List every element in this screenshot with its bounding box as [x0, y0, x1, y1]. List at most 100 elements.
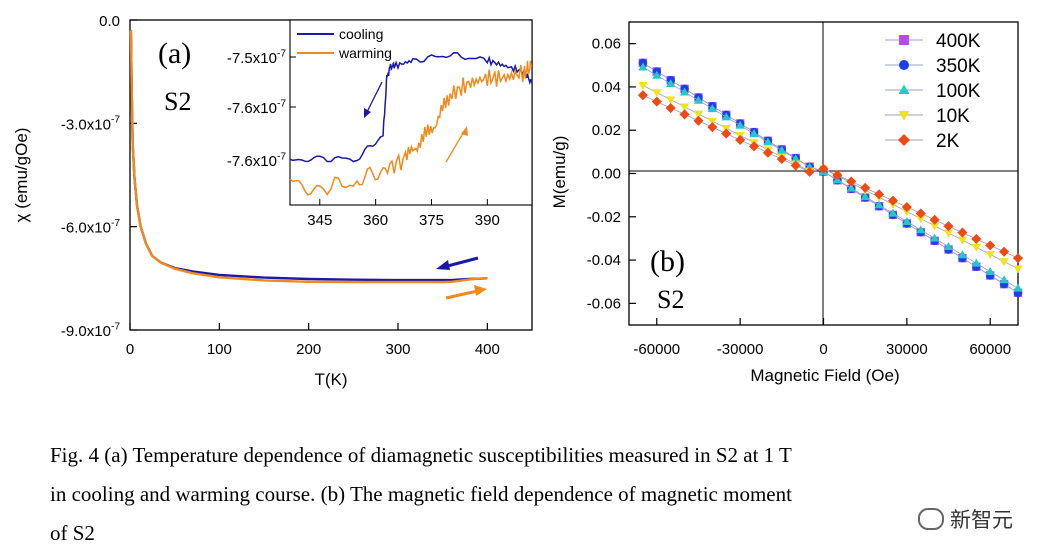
panel-b-xtick-label: 60000 — [969, 341, 1011, 358]
watermark: 新智元 — [918, 504, 1013, 534]
series-100K-point — [1013, 283, 1023, 292]
panel-b-ytick-label: 0.02 — [592, 122, 621, 139]
inset-cooling-arrowhead — [364, 108, 371, 118]
series-100K-point — [763, 137, 773, 146]
panel-b-ytick-label: -0.04 — [587, 252, 621, 269]
series-2K-point — [679, 109, 690, 120]
panel-b-xtick-label: 0 — [819, 341, 827, 358]
series-2K-point — [832, 170, 843, 181]
panel-b: -60000 -30000 0 30000 60000 0.06 0.04 0.02 0.00 -… — [550, 21, 1024, 385]
panel-a-xtick-label: 100 — [207, 341, 232, 358]
series-100K-point — [930, 233, 940, 242]
panel-a-xtick-label: 200 — [296, 341, 321, 358]
series-10K-point — [971, 243, 981, 252]
series-10K-point — [902, 208, 912, 217]
inset-curves — [289, 51, 533, 196]
series-10K-point — [679, 103, 690, 112]
series-100K-point — [735, 120, 745, 129]
inset-xtick-label: 375 — [419, 212, 444, 229]
series-2K-point — [887, 195, 899, 206]
series-10K-point — [652, 89, 662, 98]
inset-frame — [289, 19, 533, 206]
cooling-arrowhead — [436, 260, 450, 270]
legend-swatch-400K — [899, 35, 909, 45]
series-2K-point — [860, 182, 871, 193]
legend-swatch-10K — [898, 111, 910, 121]
series-100K-point — [971, 258, 981, 267]
series-10K-point — [930, 222, 940, 231]
panel-b-sample-label: S2 — [657, 285, 684, 314]
legend-swatch-350K — [899, 60, 909, 70]
panel-a-ytick-label: -3.0x10-7 — [61, 115, 120, 134]
panel-b-legend: 400K 350K 100K 10K 2K — [885, 31, 981, 152]
legend-label-10K: 10K — [936, 106, 970, 127]
panel-b-xtick-label: -30000 — [717, 341, 764, 358]
panel-a-sample-label: S2 — [164, 87, 191, 116]
series-2K-point — [999, 246, 1010, 257]
series-100K-point — [860, 191, 870, 200]
series-100K-point — [707, 104, 717, 113]
series-10K-point — [693, 110, 704, 119]
series-2K-point — [901, 202, 912, 213]
series-2K-point — [665, 102, 676, 114]
warming-arrowhead — [474, 285, 487, 296]
series-10K-point — [916, 215, 926, 224]
panel-a: 0 100 200 300 400 0.0 -3.0x10-7 -6.0x10-7 -9.0x1… — [12, 13, 533, 389]
series-2K-point — [776, 154, 787, 165]
series-2K-line — [642, 94, 1019, 259]
series-2K-point — [846, 176, 857, 187]
panel-b-ytick-label: 0.04 — [592, 79, 621, 96]
panel-a-curves — [129, 30, 488, 284]
series-2K-point — [637, 90, 648, 101]
inset-ytick-label: -7.6x10-7 — [227, 151, 286, 170]
legend-label-350K: 350K — [936, 56, 981, 77]
series-100K-point — [999, 275, 1009, 284]
inset-ticks: 345 360 375 390 -7.5x10-7 -7.6x10-7 -7.6x10-7 — [227, 48, 500, 229]
inset-series-warming-line — [289, 60, 533, 196]
inset-legend: cooling warming — [297, 26, 392, 61]
panel-b-ylabel: M(emu/g) — [550, 136, 569, 209]
series-2K-point — [721, 128, 732, 139]
series-2K-point — [748, 141, 760, 152]
series-2K-point — [971, 233, 982, 245]
inset-xtick-label: 345 — [307, 212, 332, 229]
series-100K-point — [652, 70, 662, 79]
series-10K-point — [707, 117, 717, 126]
series-100K-point — [916, 225, 926, 234]
panel-a-label: (a) — [158, 37, 191, 70]
inset-xtick-label: 360 — [363, 212, 388, 229]
panel-b-xlabel: Magnetic Field (Oe) — [750, 366, 899, 385]
series-warming-line — [129, 30, 488, 284]
legend-label-2K: 2K — [936, 131, 960, 152]
legend-swatch-100K — [898, 84, 910, 94]
panel-a-ytick-label: -6.0x10-7 — [61, 218, 120, 237]
panel-a-xtick-label: 0 — [126, 341, 134, 358]
series-100K-line — [642, 66, 1019, 289]
inset-warming-arrow — [445, 129, 466, 163]
series-2K-point — [735, 134, 746, 145]
panel-b-label: (b) — [650, 245, 685, 278]
series-2K-point — [985, 240, 996, 251]
series-2K-point — [762, 147, 773, 158]
panel-b-xtick-label: 30000 — [886, 341, 928, 358]
panel-b-ytick-label: -0.06 — [587, 295, 621, 312]
panel-a-xtick-label: 400 — [475, 341, 500, 358]
series-100K-point — [721, 112, 731, 121]
series-10K-point — [943, 229, 954, 238]
series-100K-point — [791, 154, 801, 163]
inset-ytick-label: -7.6x10-7 — [227, 98, 286, 117]
panel-b-xtick-label: -60000 — [633, 341, 680, 358]
panel-a-ylabel: χ (emu/gOe) — [12, 128, 31, 223]
panel-a-arrows — [436, 256, 487, 300]
legend-label-100K: 100K — [936, 81, 981, 102]
inset-legend-label-warming: warming — [338, 45, 392, 61]
series-100K-point — [874, 200, 884, 209]
series-2K-point — [957, 227, 968, 238]
series-2K-point — [1012, 253, 1024, 264]
series-100K-point — [749, 129, 759, 138]
series-100K-point — [888, 208, 898, 217]
panel-a-xlabel: T(K) — [314, 370, 347, 389]
series-100K-point — [943, 241, 954, 250]
series-2K-point — [804, 166, 815, 177]
series-10K-point — [957, 236, 968, 245]
